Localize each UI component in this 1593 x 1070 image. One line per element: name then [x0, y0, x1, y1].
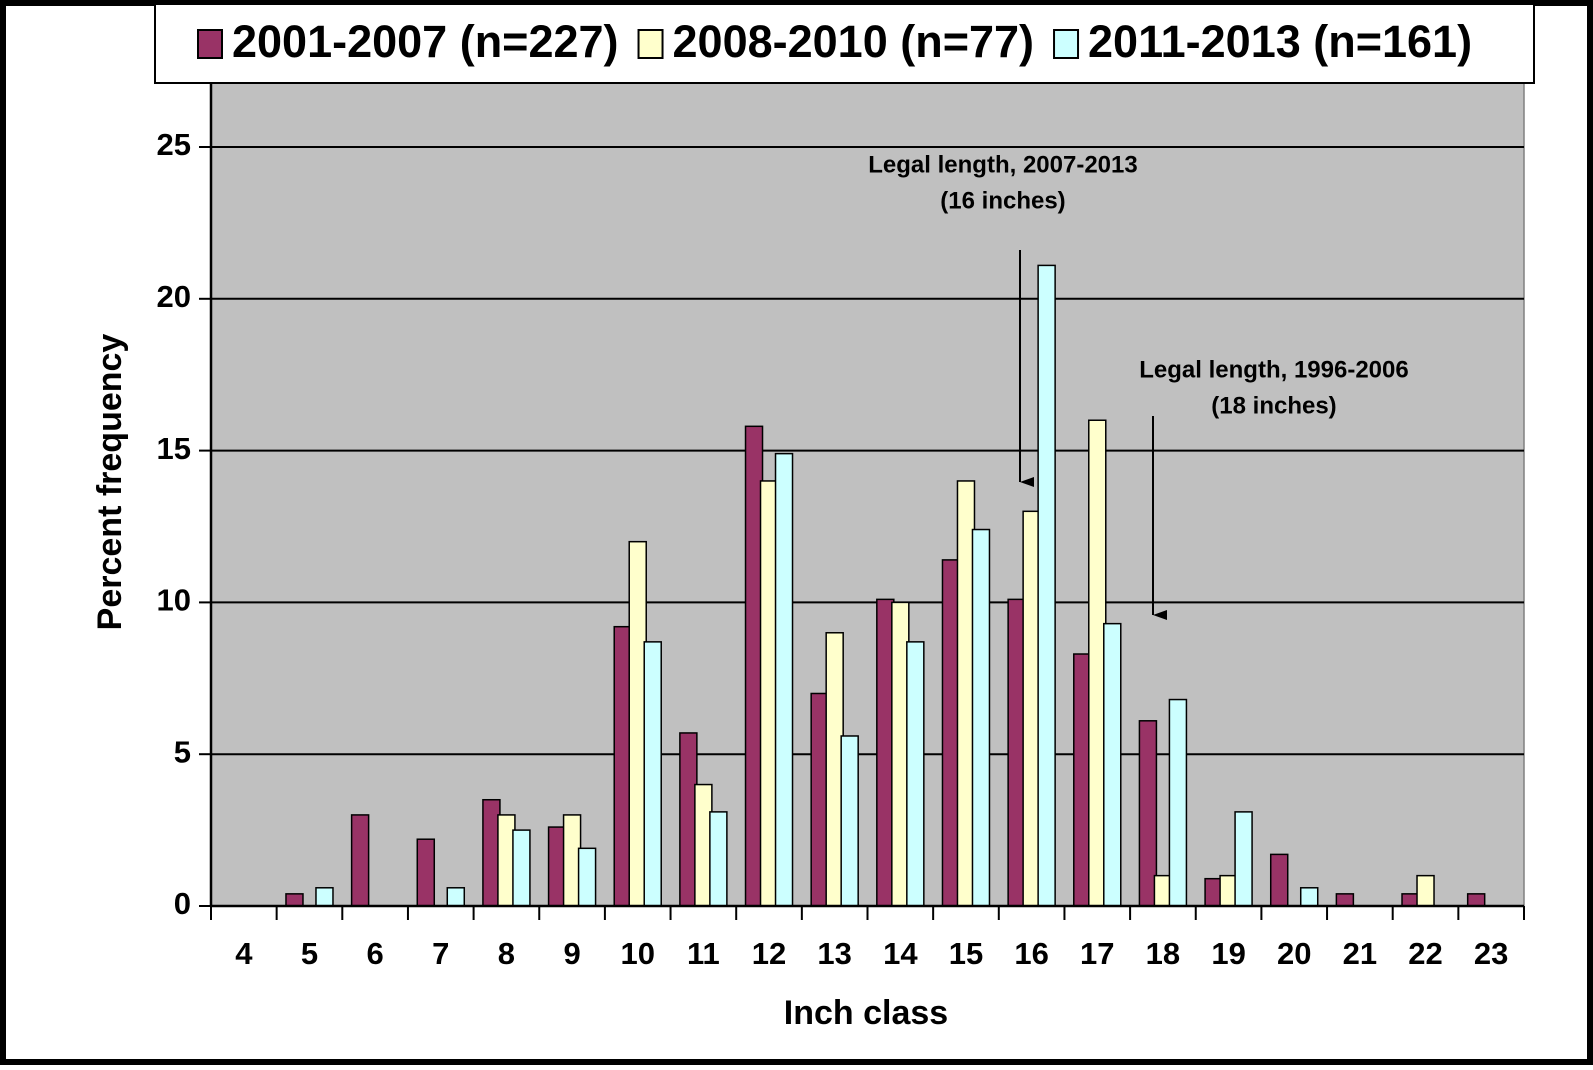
- bar: [577, 847, 597, 907]
- y-tick-label: 25: [157, 127, 191, 162]
- x-tick-label: 13: [817, 936, 851, 971]
- plot-area: [210, 82, 1525, 907]
- x-tick-label: 23: [1474, 936, 1508, 971]
- bar: [1168, 698, 1188, 907]
- bar: [643, 641, 662, 907]
- x-tick-label: 12: [752, 936, 786, 971]
- bar: [906, 641, 925, 907]
- x-tick-label: 15: [949, 936, 983, 971]
- annotation: Legal length, 2007-2013: [868, 151, 1137, 178]
- bar: [971, 528, 991, 907]
- bar: [416, 838, 436, 907]
- x-tick-label: 8: [498, 936, 515, 971]
- bar: [1037, 264, 1056, 907]
- legend-label: 2011-2013 (n=161): [1088, 16, 1472, 67]
- x-tick-label: 7: [432, 936, 449, 971]
- bar: [1416, 874, 1435, 907]
- x-tick-label: 17: [1080, 936, 1114, 971]
- legend-label: 2008-2010 (n=77): [673, 16, 1035, 67]
- bar: [512, 829, 531, 907]
- legend-label: 2001-2007 (n=227): [232, 16, 619, 67]
- bar: [1299, 887, 1319, 907]
- y-tick-label: 10: [157, 583, 191, 618]
- annotation: (16 inches): [940, 187, 1065, 214]
- bar: [1466, 893, 1486, 907]
- x-tick-label: 14: [883, 936, 918, 971]
- x-tick-label: 5: [301, 936, 318, 971]
- x-tick-label: 22: [1408, 936, 1442, 971]
- x-tick-label: 4: [235, 936, 253, 971]
- bar: [315, 887, 334, 907]
- bar: [774, 452, 794, 907]
- bar: [1335, 893, 1355, 907]
- bar: [285, 893, 304, 907]
- x-tick-label: 18: [1146, 936, 1180, 971]
- x-tick-label: 16: [1014, 936, 1048, 971]
- bar: [1269, 853, 1289, 907]
- x-tick-label: 9: [563, 936, 580, 971]
- bar: [840, 735, 859, 907]
- annotation: Legal length, 1996-2006: [1139, 356, 1408, 383]
- y-axis-title: Percent frequency: [91, 334, 129, 631]
- legend-swatch: [1053, 29, 1080, 59]
- x-tick-label: 19: [1211, 936, 1245, 971]
- y-tick-label: 5: [174, 734, 191, 769]
- bar: [1103, 622, 1122, 907]
- y-tick-label: 0: [174, 886, 191, 921]
- bar: [709, 811, 728, 907]
- x-tick-label: 21: [1343, 936, 1377, 971]
- annotation: (18 inches): [1211, 392, 1336, 419]
- legend: [154, 3, 1535, 84]
- x-tick-label: 10: [620, 936, 654, 971]
- bar: [1234, 811, 1253, 907]
- x-tick-label: 6: [367, 936, 384, 971]
- y-tick-label: 15: [157, 431, 191, 466]
- y-tick-label: 20: [157, 279, 191, 314]
- legend-swatch: [637, 29, 664, 59]
- x-tick-label: 20: [1277, 936, 1311, 971]
- bar: [350, 814, 370, 907]
- legend-swatch: [197, 29, 223, 59]
- x-tick-label: 11: [687, 936, 720, 971]
- bar: [446, 887, 466, 907]
- x-axis-title: Inch class: [784, 994, 948, 1032]
